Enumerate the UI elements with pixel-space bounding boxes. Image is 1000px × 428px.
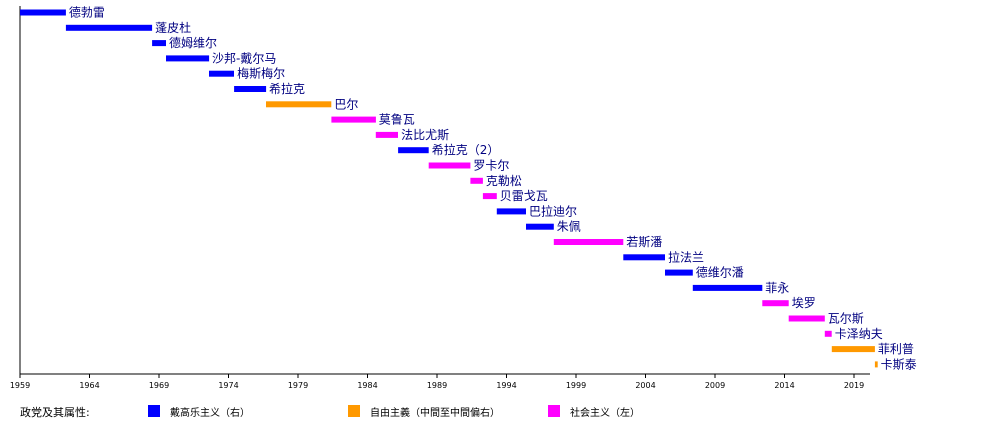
bar-8: [331, 116, 376, 123]
bar-label-17: 拉法兰: [668, 249, 704, 264]
bar-21: [788, 315, 825, 322]
bar-24: [874, 361, 878, 368]
bar-7: [266, 101, 332, 108]
bar-label-13: 贝雷戈瓦: [500, 189, 548, 203]
legend-swatch-liberal: [348, 405, 360, 417]
bar-label-15: 朱佩: [557, 220, 581, 234]
bar-name-labels: 德勃雷蓬皮杜德姆维尔沙邦-戴尔马梅斯梅尔希拉克巴尔莫鲁瓦法比尤斯希拉克（2）罗卡…: [69, 5, 917, 372]
bar-5: [209, 70, 234, 77]
legend-label-liberal: 自由主義（中間至中間偏右）: [370, 406, 500, 419]
bar-label-4: 沙邦-戴尔马: [212, 50, 276, 65]
legend-label-gaullist: 戴高乐主义（右）: [170, 406, 250, 419]
bar-label-11: 罗卡尔: [473, 158, 509, 173]
x-tick-label-1999: 1999: [566, 381, 586, 390]
bar-2: [65, 24, 153, 31]
bar-label-19: 菲永: [765, 281, 789, 295]
bar-label-3: 德姆维尔: [169, 35, 217, 50]
bar-14: [496, 208, 526, 215]
x-axis-ticks: 1959 1964 1969 1974 1979 1984 1989 1994 1999 2004…: [10, 374, 864, 390]
bar-18: [665, 269, 693, 276]
bar-label-10: 希拉克（2）: [432, 142, 500, 157]
bar-label-9: 法比尤斯: [401, 128, 449, 142]
legend-label-socialist: 社会主义（左）: [570, 406, 640, 419]
x-tick-label-1984: 1984: [357, 381, 377, 390]
bar-label-2: 蓬皮杜: [155, 20, 191, 35]
bar-4: [166, 55, 210, 62]
bar-label-14: 巴拉迪尔: [529, 203, 577, 218]
bar-label-23: 菲利普: [878, 342, 914, 356]
bar-17: [623, 254, 665, 261]
chart-axes: [19, 6, 870, 375]
x-tick-label-1979: 1979: [288, 381, 308, 390]
x-tick-label-1964: 1964: [79, 381, 99, 390]
legend-swatch-socialist: [548, 405, 560, 417]
bar-3: [152, 40, 166, 47]
bar-11: [428, 162, 471, 169]
x-tick-label-1994: 1994: [496, 381, 516, 390]
bar-label-18: 德维尔潘: [696, 265, 744, 280]
bar-10: [398, 147, 429, 154]
bar-label-5: 梅斯梅尔: [237, 66, 285, 81]
x-tick-label-2004: 2004: [635, 381, 655, 390]
bar-15: [526, 223, 554, 230]
x-tick-label-1969: 1969: [149, 381, 169, 390]
bar-label-16: 若斯潘: [626, 235, 662, 249]
x-tick-label-2014: 2014: [774, 381, 794, 390]
legend: 政党及其属性: 戴高乐主义（右） 自由主義（中間至中間偏右） 社会主义（左）: [20, 405, 640, 419]
x-tick-label-1974: 1974: [218, 381, 238, 390]
legend-swatch-gaullist: [148, 405, 160, 417]
bar-label-6: 希拉克: [269, 81, 305, 96]
bar-label-20: 埃罗: [792, 296, 816, 310]
bar-label-7: 巴尔: [334, 96, 358, 111]
bar-1: [20, 9, 66, 16]
bar-label-22: 卡泽纳夫: [835, 327, 883, 341]
bar-label-12: 克勒松: [486, 174, 522, 188]
bar-label-21: 瓦尔斯: [828, 311, 864, 326]
bar-9: [375, 131, 398, 138]
legend-title: 政党及其属性:: [20, 405, 90, 419]
bar-13: [482, 193, 497, 200]
bar-label-8: 莫鲁瓦: [379, 113, 415, 127]
bar-23: [831, 346, 875, 353]
x-tick-label-2019: 2019: [844, 381, 864, 390]
bar-22: [824, 330, 832, 337]
bar-6: [234, 86, 267, 92]
x-tick-label-1989: 1989: [427, 381, 447, 390]
bar-12: [470, 177, 483, 184]
bar-label-1: 德勃雷: [69, 5, 105, 20]
bar-20: [762, 300, 789, 307]
x-tick-label-2009: 2009: [705, 381, 725, 390]
bar-16: [553, 239, 624, 245]
bar-19: [692, 284, 763, 291]
bar-label-24: 卡斯泰: [881, 357, 917, 371]
x-tick-label-1959: 1959: [10, 381, 30, 390]
timeline-bars: [20, 9, 878, 368]
